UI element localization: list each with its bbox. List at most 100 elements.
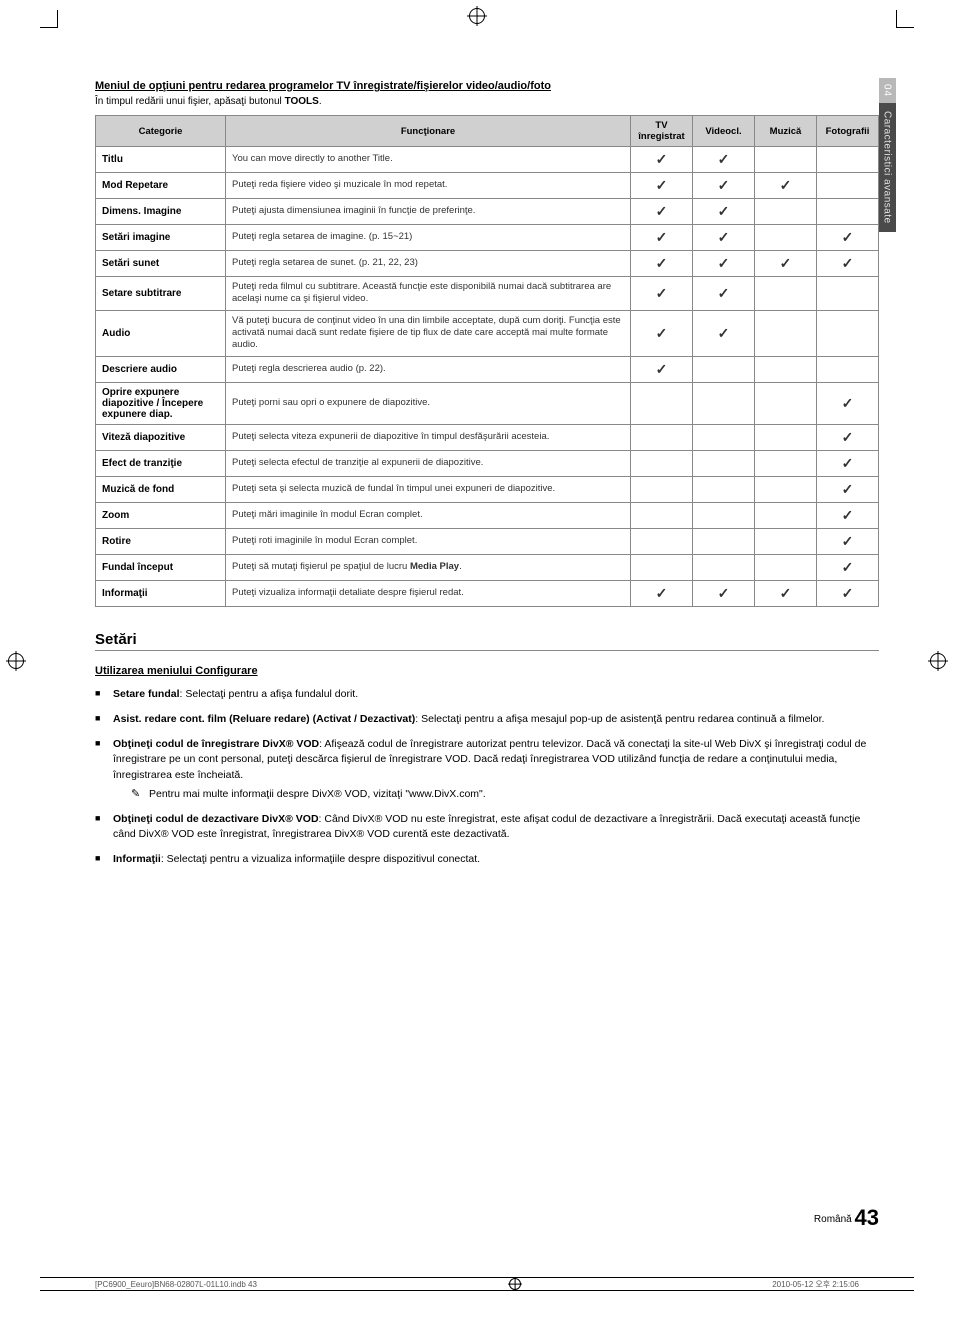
config-list: Setare fundal : Selectaţi pentru a afişa … [95,687,879,868]
cell-check [631,528,693,554]
cell-check: ✓ [693,580,755,606]
bullet-text: : Selectaţi pentru a afişa mesajul pop-u… [415,713,824,725]
cell-check: ✓ [631,310,693,356]
cell-function: Puteţi regla descrierea audio (p. 22). [226,356,631,382]
cell-check: ✓ [693,310,755,356]
cell-check [693,382,755,424]
th-function: Funcţionare [226,116,631,147]
cell-function: Puteţi reda fişiere video şi muzicale în… [226,173,631,199]
cell-category: Audio [96,310,226,356]
cell-check [755,310,817,356]
cell-category: Setare subtitrare [96,277,226,311]
registration-mark-left [8,653,24,669]
cell-check [755,554,817,580]
cell-category: Informaţii [96,580,226,606]
intro-a: În timpul redării unui fişier, apăsaţi b… [95,96,285,107]
table-header-row: Categorie Funcţionare TV înregistrat Vid… [96,116,879,147]
cell-check: ✓ [693,147,755,173]
table-row: Mod RepetarePuteţi reda fişiere video şi… [96,173,879,199]
cell-category: Rotire [96,528,226,554]
cell-category: Mod Repetare [96,173,226,199]
th-tv: TV înregistrat [631,116,693,147]
cell-category: Dimens. Imagine [96,199,226,225]
cell-category: Descriere audio [96,356,226,382]
cell-check [631,450,693,476]
list-item: Informaţii: Selectaţi pentru a vizualiza… [95,852,879,867]
side-number: 04 [879,78,896,103]
bullet-label: Obţineţi codul de dezactivare DivX® VOD [113,813,319,825]
cell-check: ✓ [693,173,755,199]
list-item: Obţineţi codul de dezactivare DivX® VOD:… [95,812,879,842]
registration-mark-top [469,8,485,24]
registration-mark-right [930,653,946,669]
table-row: InformaţiiPuteţi vizualiza informaţii de… [96,580,879,606]
page-number: Română 43 [814,1205,879,1231]
side-label: Caracteristici avansate [879,103,896,232]
options-table: Categorie Funcţionare TV înregistrat Vid… [95,115,879,607]
cell-function: Puteţi regla setarea de imagine. (p. 15~… [226,225,631,251]
cell-check [631,476,693,502]
table-row: Fundal începutPuteţi să mutaţi fişierul … [96,554,879,580]
table-row: AudioVă puteţi bucura de conţinut video … [96,310,879,356]
cell-check [755,502,817,528]
list-item: Asist. redare cont. film (Reluare redare… [95,712,879,727]
cell-check [755,476,817,502]
cell-check: ✓ [631,580,693,606]
cell-check [817,199,879,225]
cell-function: You can move directly to another Title. [226,147,631,173]
cell-check [755,382,817,424]
cell-check [755,147,817,173]
cell-check: ✓ [817,382,879,424]
cell-check [817,356,879,382]
cell-check: ✓ [817,251,879,277]
side-tab: 04 Caracteristici avansate [878,78,896,232]
cell-function: Puteţi vizualiza informaţii detaliate de… [226,580,631,606]
cell-check [631,382,693,424]
cell-check: ✓ [693,277,755,311]
cell-function: Puteţi roti imaginile în modul Ecran com… [226,528,631,554]
cell-check: ✓ [631,277,693,311]
cell-check [755,199,817,225]
cell-function: Vă puteţi bucura de conţinut video în un… [226,310,631,356]
cell-check: ✓ [631,147,693,173]
cell-check: ✓ [693,251,755,277]
bullet-text: : Selectaţi pentru a vizualiza informaţi… [161,853,480,865]
cell-check: ✓ [817,424,879,450]
footer-reg-mark [509,1278,521,1290]
cell-check [693,356,755,382]
cell-check [817,310,879,356]
cell-check: ✓ [631,356,693,382]
cell-check [631,554,693,580]
table-row: Oprire expunere diapozitive / Începere e… [96,382,879,424]
cell-category: Titlu [96,147,226,173]
cell-function: Puteţi seta şi selecta muzică de fundal … [226,476,631,502]
page-content: Meniul de opţiuni pentru redarea program… [0,0,954,868]
intro-text: În timpul redării unui fişier, apăsaţi b… [95,96,879,107]
intro-b: TOOLS [285,96,319,107]
table-row: TitluYou can move directly to another Ti… [96,147,879,173]
cell-check: ✓ [693,225,755,251]
cell-category: Zoom [96,502,226,528]
cell-function: Puteţi porni sau opri o expunere de diap… [226,382,631,424]
cell-function: Puteţi regla setarea de sunet. (p. 21, 2… [226,251,631,277]
cell-check [693,554,755,580]
cell-check: ✓ [755,580,817,606]
cell-check [755,424,817,450]
cell-check [693,502,755,528]
table-row: ZoomPuteţi mări imaginile în modul Ecran… [96,502,879,528]
cell-check: ✓ [817,528,879,554]
cell-check [755,450,817,476]
page-num-big: 43 [855,1205,879,1230]
th-music: Muzică [755,116,817,147]
th-photo: Fotografii [817,116,879,147]
bullet-label: Obţineţi codul de înregistrare DivX® VOD [113,738,319,750]
cell-check: ✓ [693,199,755,225]
cell-category: Setări sunet [96,251,226,277]
cell-function: Puteţi reda filmul cu subtitrare. Aceast… [226,277,631,311]
cell-function: Puteţi să mutaţi fişierul pe spaţiul de … [226,554,631,580]
table-row: Efect de tranziţiePuteţi selecta efectul… [96,450,879,476]
bullet-label: Setare fundal [113,688,180,700]
cell-check [817,173,879,199]
cell-check: ✓ [817,554,879,580]
cell-check [631,424,693,450]
